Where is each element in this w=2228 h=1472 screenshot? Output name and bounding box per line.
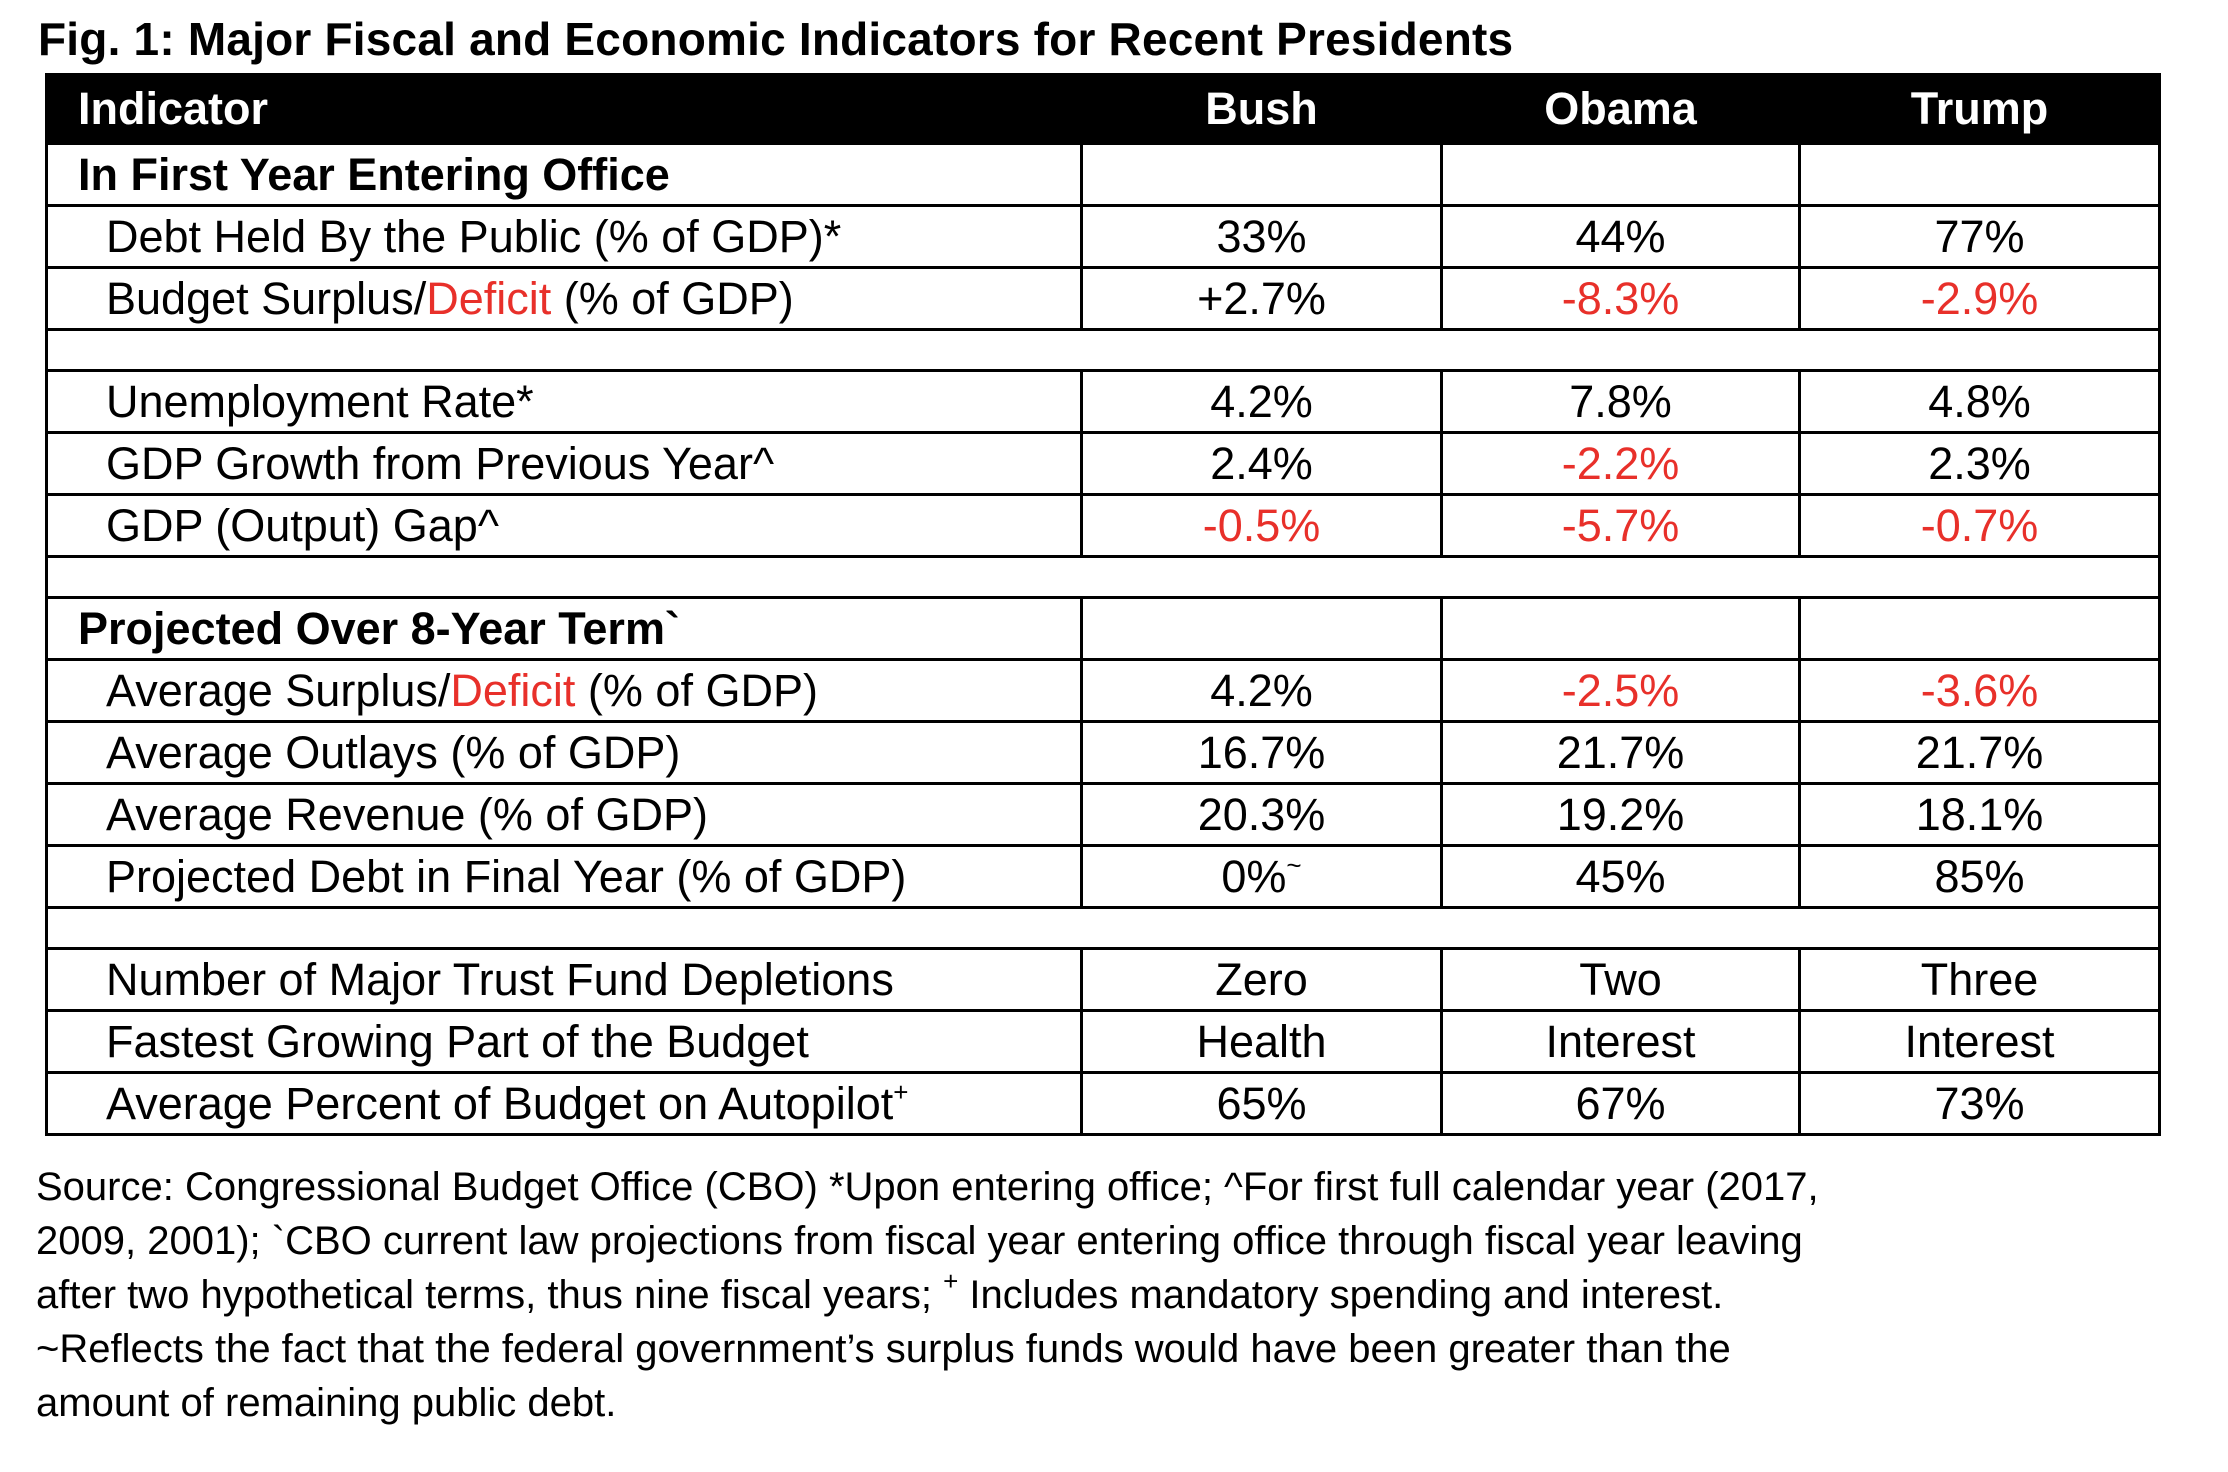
value-obama: Two	[1440, 947, 1801, 1012]
table-row: Average Surplus/Deficit (% of GDP) 4.2% …	[45, 658, 2161, 723]
value-bush: +2.7%	[1080, 266, 1443, 331]
table-row: Projected Debt in Final Year (% of GDP) …	[45, 844, 2161, 909]
value-trump: -2.9%	[1798, 266, 2161, 331]
value-obama: -2.2%	[1440, 431, 1801, 496]
value-trump: 85%	[1798, 844, 2161, 909]
value-obama: -2.5%	[1440, 658, 1801, 723]
footnote-text: Includes mandatory spending and interest…	[958, 1273, 1724, 1317]
value-obama: 44%	[1440, 204, 1801, 269]
value-trump: -0.7%	[1798, 493, 2161, 558]
footnote-line: ~Reflects the fact that the federal gove…	[36, 1327, 1731, 1371]
table-row: GDP Growth from Previous Year^ 2.4% -2.2…	[45, 431, 2161, 496]
row-label: GDP (Output) Gap^	[45, 493, 1083, 558]
header-bush: Bush	[1080, 73, 1443, 145]
label-part: (% of GDP)	[551, 272, 794, 324]
row-label: Average Revenue (% of GDP)	[45, 782, 1083, 847]
value-bush: 65%	[1080, 1071, 1443, 1136]
value-trump: 77%	[1798, 204, 2161, 269]
label-text: Average Percent of Budget on Autopilot	[106, 1077, 894, 1129]
footnote-text: after two hypothetical terms, thus nine …	[36, 1273, 944, 1317]
plus-footnote-mark: +	[893, 1076, 909, 1107]
table-row: Debt Held By the Public (% of GDP)* 33% …	[45, 204, 2161, 269]
table-row: Number of Major Trust Fund Depletions Ze…	[45, 947, 2161, 1012]
value-trump: 73%	[1798, 1071, 2161, 1136]
value-trump: -3.6%	[1798, 658, 2161, 723]
row-label: Fastest Growing Part of the Budget	[45, 1009, 1083, 1074]
footnote-line: 2009, 2001); `CBO current law projection…	[36, 1219, 1803, 1263]
value-obama: 7.8%	[1440, 369, 1801, 434]
label-part: (% of GDP)	[575, 664, 818, 716]
label-deficit: Deficit	[426, 272, 552, 324]
value-bush: 4.2%	[1080, 658, 1443, 723]
table-row: Average Outlays (% of GDP) 16.7% 21.7% 2…	[45, 720, 2161, 785]
value-bush: 0%~	[1080, 844, 1443, 909]
value-obama: Interest	[1440, 1009, 1801, 1074]
value-trump: 18.1%	[1798, 782, 2161, 847]
label-part: Budget Surplus/	[106, 272, 427, 324]
value-obama: -8.3%	[1440, 266, 1801, 331]
tilde-footnote-mark: ~	[1286, 849, 1302, 880]
value-obama: 21.7%	[1440, 720, 1801, 785]
value-text: 0%	[1221, 850, 1287, 902]
value-obama: 19.2%	[1440, 782, 1801, 847]
value-bush: -0.5%	[1080, 493, 1443, 558]
table-row: GDP (Output) Gap^ -0.5% -5.7% -0.7%	[45, 493, 2161, 558]
label-deficit: Deficit	[450, 664, 576, 716]
footnote-line: after two hypothetical terms, thus nine …	[36, 1268, 2216, 1322]
plus-footnote-mark: +	[943, 1266, 959, 1296]
spacer-row	[45, 555, 2161, 599]
header-trump: Trump	[1798, 73, 2161, 145]
value-obama: -5.7%	[1440, 493, 1801, 558]
value-trump: Three	[1798, 947, 2161, 1012]
table-row: Fastest Growing Part of the Budget Healt…	[45, 1009, 2161, 1074]
row-label: Average Percent of Budget on Autopilot+	[45, 1071, 1083, 1136]
row-label: Number of Major Trust Fund Depletions	[45, 947, 1083, 1012]
header-indicator: Indicator	[45, 73, 1083, 145]
table-row: Average Revenue (% of GDP) 20.3% 19.2% 1…	[45, 782, 2161, 847]
section-row-projected: Projected Over 8-Year Term`	[45, 596, 2161, 661]
row-label: Projected Debt in Final Year (% of GDP)	[45, 844, 1083, 909]
value-obama: 67%	[1440, 1071, 1801, 1136]
spacer-row	[45, 328, 2161, 372]
indicators-table: Indicator Bush Obama Trump In First Year…	[45, 73, 2161, 1136]
row-label: GDP Growth from Previous Year^	[45, 431, 1083, 496]
value-trump: Interest	[1798, 1009, 2161, 1074]
value-bush: 16.7%	[1080, 720, 1443, 785]
label-part: Average Surplus/	[106, 664, 451, 716]
value-bush: Health	[1080, 1009, 1443, 1074]
value-bush: 20.3%	[1080, 782, 1443, 847]
spacer-row	[45, 906, 2161, 950]
value-trump: 2.3%	[1798, 431, 2161, 496]
figure-title: Fig. 1: Major Fiscal and Economic Indica…	[38, 13, 1514, 65]
header-obama: Obama	[1440, 73, 1801, 145]
value-trump: 21.7%	[1798, 720, 2161, 785]
value-bush: 2.4%	[1080, 431, 1443, 496]
value-bush: 4.2%	[1080, 369, 1443, 434]
section-label: Projected Over 8-Year Term`	[45, 596, 1083, 661]
section-row-first-year: In First Year Entering Office	[45, 142, 2161, 207]
row-label: Average Surplus/Deficit (% of GDP)	[45, 658, 1083, 723]
row-label: Budget Surplus/Deficit (% of GDP)	[45, 266, 1083, 331]
footnote-line: amount of remaining public debt.	[36, 1381, 617, 1425]
value-trump: 4.8%	[1798, 369, 2161, 434]
footnote: Source: Congressional Budget Office (CBO…	[36, 1160, 2216, 1430]
footnote-line: Source: Congressional Budget Office (CBO…	[36, 1165, 1819, 1209]
value-bush: Zero	[1080, 947, 1443, 1012]
table-header-row: Indicator Bush Obama Trump	[45, 73, 2161, 145]
table-row: Budget Surplus/Deficit (% of GDP) +2.7% …	[45, 266, 2161, 331]
section-label: In First Year Entering Office	[45, 142, 1083, 207]
table-row: Average Percent of Budget on Autopilot+ …	[45, 1071, 2161, 1136]
value-obama: 45%	[1440, 844, 1801, 909]
row-label: Unemployment Rate*	[45, 369, 1083, 434]
table-row: Unemployment Rate* 4.2% 7.8% 4.8%	[45, 369, 2161, 434]
value-bush: 33%	[1080, 204, 1443, 269]
row-label: Average Outlays (% of GDP)	[45, 720, 1083, 785]
row-label: Debt Held By the Public (% of GDP)*	[45, 204, 1083, 269]
